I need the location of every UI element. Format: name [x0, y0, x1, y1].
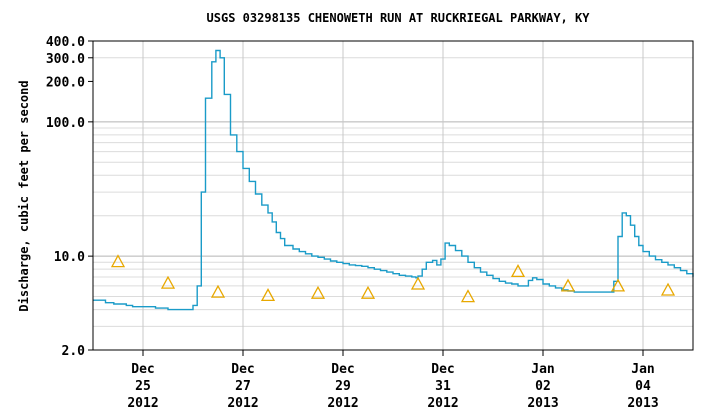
- x-tick-month: Jan: [531, 362, 554, 377]
- x-tick-month: Jan: [631, 362, 654, 377]
- x-tick-day: 04: [635, 379, 651, 394]
- x-tick-day: 02: [535, 379, 551, 394]
- y-tick-label: 400.0: [46, 35, 85, 50]
- x-tick-month: Dec: [331, 362, 354, 377]
- median-marker: [410, 276, 426, 290]
- x-tick-month: Dec: [431, 362, 454, 377]
- x-tick-day: 25: [135, 379, 151, 394]
- x-tick-year: 2013: [527, 396, 558, 411]
- median-marker: [260, 288, 276, 302]
- x-tick-day: 31: [435, 379, 451, 394]
- marker-layer: [110, 254, 676, 303]
- x-tick-year: 2012: [427, 396, 458, 411]
- x-tick-year: 2012: [127, 396, 158, 411]
- median-marker: [310, 285, 326, 299]
- grid-lines: [88, 40, 693, 356]
- x-tick-year: 2013: [627, 396, 658, 411]
- y-tick-labels: 2.0 10.0 100.0 200.0 300.0 400.0: [46, 35, 85, 359]
- plot-frame: [92, 40, 694, 351]
- median-marker: [210, 284, 226, 298]
- x-tick-year: 2012: [327, 396, 358, 411]
- median-marker: [660, 282, 676, 296]
- x-tick-month: Dec: [231, 362, 254, 377]
- median-marker: [460, 289, 476, 303]
- y-tick-label: 100.0: [46, 116, 85, 131]
- y-tick-label: 2.0: [62, 344, 86, 359]
- discharge-series-line: [93, 49, 694, 311]
- y-tick-label: 10.0: [54, 250, 85, 265]
- x-tick-day: 29: [335, 379, 351, 394]
- y-axis-label: Discharge, cubic feet per second: [17, 80, 31, 311]
- y-tick-label: 200.0: [46, 75, 85, 90]
- chart-title: USGS 03298135 CHENOWETH RUN AT RUCKRIEGA…: [207, 11, 591, 25]
- median-marker: [510, 264, 526, 278]
- x-tick-labels: Dec 25 2012 Dec 27 2012 Dec 29 2012 Dec 31 2012 Jan 0…: [127, 362, 658, 411]
- x-tick-day: 27: [235, 379, 251, 394]
- y-tick-label: 300.0: [46, 52, 85, 67]
- x-tick-year: 2012: [227, 396, 258, 411]
- series-layer: [93, 49, 694, 311]
- median-marker: [560, 278, 576, 292]
- median-marker: [360, 285, 376, 299]
- median-marker: [110, 254, 126, 268]
- x-tick-month: Dec: [131, 362, 154, 377]
- median-marker: [610, 278, 626, 292]
- median-marker: [160, 275, 176, 289]
